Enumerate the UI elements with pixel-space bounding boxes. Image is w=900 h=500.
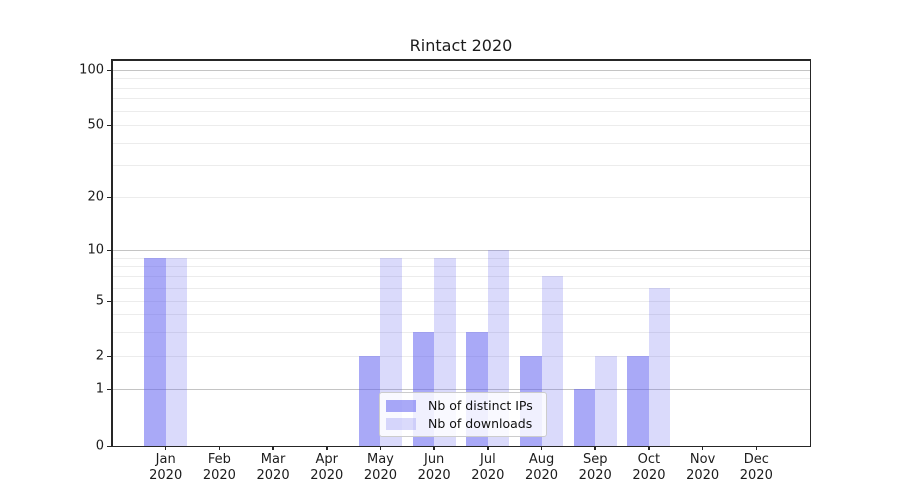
x-tick-label-jan: Jan 2020 — [149, 452, 183, 483]
y-tick — [107, 124, 111, 126]
chart-title: Rintact 2020 — [409, 36, 513, 55]
legend-swatch-downloads — [386, 417, 416, 430]
legend-swatch-distinct-ips — [386, 399, 416, 412]
legend-label-distinct-ips: Nb of distinct IPs — [428, 398, 533, 413]
y-tick — [107, 196, 111, 198]
x-tick-label-jul: Jul 2020 — [471, 452, 505, 483]
y-tick-label: 2 — [95, 348, 104, 364]
gridline-minor — [112, 257, 810, 259]
gridline-minor — [112, 197, 810, 198]
gridline-minor — [112, 314, 810, 316]
gridline-minor — [112, 301, 810, 302]
x-tick-label-may: May 2020 — [363, 452, 397, 483]
x-tick-label-mar: Mar 2020 — [256, 452, 290, 483]
axis-spine-left — [111, 60, 113, 446]
legend-entry-downloads: Nb of downloads — [380, 416, 546, 431]
y-tick — [107, 300, 111, 302]
y-tick — [107, 249, 111, 251]
bar-distinct-ips-may — [358, 356, 381, 446]
y-tick-label: 10 — [87, 242, 104, 258]
y-tick-label: 1 — [95, 381, 104, 397]
x-tick — [487, 446, 489, 450]
gridline-minor — [112, 276, 810, 278]
x-tick-label-oct: Oct 2020 — [632, 452, 666, 483]
bar-distinct-ips-jan — [144, 257, 166, 446]
gridline-minor — [112, 125, 810, 126]
bar-downloads-jan — [165, 257, 188, 446]
y-tick — [107, 445, 111, 447]
gridline-minor — [112, 98, 810, 100]
x-tick-label-jun: Jun 2020 — [417, 452, 451, 483]
bar-downloads-oct — [648, 287, 671, 446]
x-tick-label-apr: Apr 2020 — [310, 452, 344, 483]
gridline-major — [112, 389, 810, 390]
y-tick-label: 50 — [87, 117, 104, 133]
axis-spine-top — [111, 59, 811, 61]
x-tick — [379, 446, 382, 450]
y-tick-label: 0 — [95, 438, 104, 454]
plot-area — [112, 60, 810, 446]
bar-downloads-sep — [595, 356, 617, 446]
x-tick — [594, 446, 596, 450]
y-tick — [107, 69, 111, 71]
gridline-minor — [112, 266, 810, 268]
gridline-minor — [112, 165, 810, 167]
legend: Nb of distinct IPs Nb of downloads — [379, 392, 547, 437]
axis-spine-right — [809, 60, 811, 446]
x-tick — [701, 446, 704, 450]
gridline-minor — [112, 142, 810, 144]
y-tick-label: 100 — [79, 62, 104, 78]
x-tick-label-feb: Feb 2020 — [202, 452, 236, 483]
legend-label-downloads: Nb of downloads — [428, 416, 533, 431]
x-tick — [326, 446, 328, 450]
x-tick-label-dec: Dec 2020 — [739, 452, 773, 483]
gridline-minor — [112, 356, 810, 357]
x-tick — [648, 446, 650, 450]
gridline-minor — [112, 78, 810, 80]
gridline-major — [112, 250, 810, 251]
y-tick-label: 5 — [95, 293, 104, 309]
y-tick — [107, 355, 111, 357]
bar-distinct-ips-sep — [573, 389, 596, 446]
x-tick-label-sep: Sep 2020 — [578, 452, 612, 483]
x-tick-label-nov: Nov 2020 — [686, 452, 720, 483]
x-tick — [433, 446, 435, 450]
legend-entry-distinct-ips: Nb of distinct IPs — [380, 398, 546, 413]
gridline-minor — [112, 287, 810, 289]
x-tick — [755, 446, 758, 450]
x-tick — [218, 446, 221, 450]
x-tick — [272, 446, 274, 450]
gridline-major — [112, 70, 810, 71]
gridline-minor — [112, 331, 810, 333]
y-tick-label: 20 — [87, 189, 104, 205]
x-tick — [540, 446, 543, 450]
x-tick — [164, 446, 167, 450]
y-tick — [107, 388, 111, 390]
x-tick-label-aug: Aug 2020 — [524, 452, 559, 483]
bar-distinct-ips-oct — [627, 356, 649, 446]
axis-spine-bottom — [111, 445, 811, 447]
gridline-minor — [112, 110, 810, 112]
gridline-minor — [112, 87, 810, 89]
